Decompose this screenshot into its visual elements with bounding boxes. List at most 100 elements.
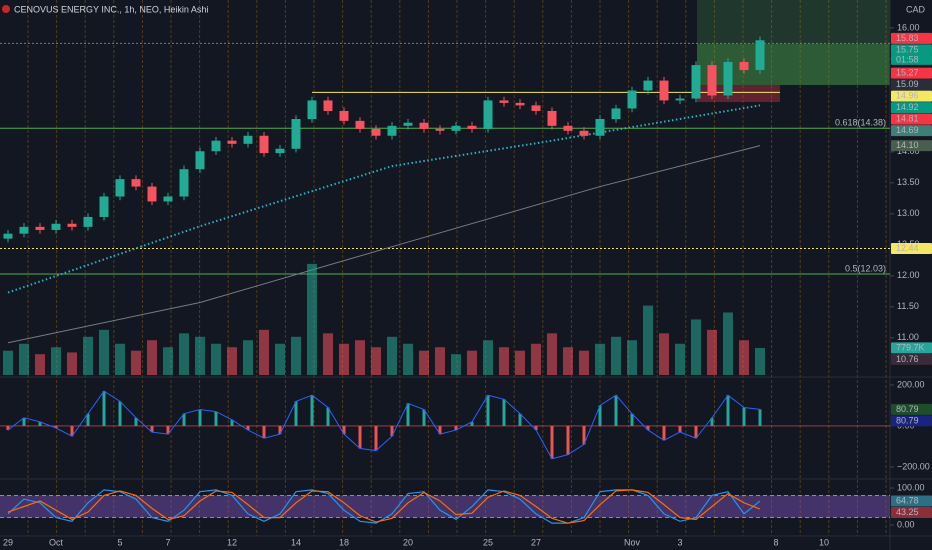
overbought-band xyxy=(0,495,890,518)
candle-body xyxy=(67,223,77,227)
histogram-bar xyxy=(278,425,282,435)
volume-bar xyxy=(3,350,13,375)
histogram-bar xyxy=(38,421,42,426)
currency: CAD xyxy=(906,4,926,14)
volume-bar xyxy=(483,340,493,375)
histogram-bar xyxy=(230,419,234,426)
candle-body xyxy=(643,80,653,91)
candle-body xyxy=(483,100,493,129)
histogram-bar xyxy=(342,425,346,435)
price-tag xyxy=(891,415,932,427)
histogram-bar xyxy=(662,425,666,441)
candle-body xyxy=(3,233,13,239)
volume-bar xyxy=(67,352,77,375)
price-tag xyxy=(891,102,932,114)
price-tag xyxy=(891,342,932,354)
price-tag xyxy=(891,44,932,56)
histogram-bar xyxy=(598,405,602,426)
histogram-bar xyxy=(406,403,410,426)
price-tag xyxy=(891,90,932,102)
candle-body xyxy=(323,100,333,111)
candle-body xyxy=(307,100,317,120)
price-tag-label: 14.69 xyxy=(896,125,919,135)
candle-body xyxy=(99,196,109,217)
volume-bar xyxy=(595,343,605,375)
candle-body xyxy=(675,98,685,101)
volume-bar xyxy=(195,336,205,375)
price-tag xyxy=(891,403,932,415)
histogram-bar xyxy=(166,425,170,435)
price-tag-label: 14.92 xyxy=(896,102,919,112)
volume-bar xyxy=(611,336,621,375)
volume-bar xyxy=(291,336,301,375)
volume-bar xyxy=(755,347,765,375)
volume-bar xyxy=(51,347,61,375)
candle-body xyxy=(387,125,397,136)
volume-bar xyxy=(163,347,173,375)
price-tag xyxy=(891,32,932,44)
countdown-tag xyxy=(891,54,932,65)
x-tick-label: 7 xyxy=(165,537,170,547)
candle-body xyxy=(83,216,93,227)
y-tick-label: 16.00 xyxy=(897,22,920,32)
volume-bar xyxy=(627,340,637,375)
y-tick-label: 100.00 xyxy=(897,482,925,492)
volume-bar xyxy=(339,343,349,375)
histogram-bar xyxy=(86,413,90,426)
histogram-bar xyxy=(118,401,122,426)
volume-bar xyxy=(307,263,317,375)
volume-bar xyxy=(547,333,557,375)
price-tag xyxy=(891,507,932,519)
candle-body xyxy=(755,40,765,71)
annotation: 0.618(14.38) xyxy=(835,118,886,128)
histogram-bar xyxy=(614,395,618,426)
volume-bar xyxy=(131,350,141,375)
candle-body xyxy=(451,125,461,131)
candle-body xyxy=(259,135,269,154)
histogram-bar xyxy=(502,399,506,426)
price-tag-label: 15.83 xyxy=(896,33,919,43)
candle-body xyxy=(275,148,285,154)
histogram-bar xyxy=(214,411,218,426)
price-tag-label: 12.44 xyxy=(896,243,919,253)
price-tag-label: 14.96 xyxy=(896,91,919,101)
x-tick-label: 8 xyxy=(773,537,778,547)
price-tag xyxy=(891,125,932,137)
histogram-bar xyxy=(454,425,458,431)
volume-bar xyxy=(179,333,189,375)
histogram-bar xyxy=(438,425,442,435)
volume-bar xyxy=(387,336,397,375)
price-tag-label: 14.10 xyxy=(896,140,919,150)
histogram-bar xyxy=(22,417,26,426)
histogram-bar xyxy=(134,417,138,426)
y-tick-label: 0.00 xyxy=(897,519,915,529)
histogram-bar xyxy=(710,417,714,426)
histogram-bar xyxy=(198,409,202,426)
volume-bar xyxy=(499,347,509,375)
x-tick-label: 18 xyxy=(339,537,349,547)
price-tag xyxy=(891,79,932,91)
price-tag-label: 15.75 xyxy=(896,44,919,54)
histogram-bar xyxy=(310,395,314,426)
candle-body xyxy=(499,100,509,103)
x-tick-label: 3 xyxy=(677,537,682,547)
price-tag-label: 80.79 xyxy=(896,404,919,414)
x-tick-label: 27 xyxy=(531,537,541,547)
candle-body xyxy=(211,140,221,152)
price-tag-label: 15.27 xyxy=(896,68,919,78)
histogram-bar xyxy=(518,413,522,426)
y-tick-label: 11.50 xyxy=(897,301,919,311)
candle-body xyxy=(611,108,621,120)
candle-body xyxy=(243,135,253,144)
candle-body xyxy=(691,65,701,99)
candle-body xyxy=(131,179,141,187)
candle-body xyxy=(515,102,525,106)
histogram-bar xyxy=(486,395,490,426)
volume-bar xyxy=(403,343,413,375)
chart-title: CENOVUS ENERGY INC., 1h, NEO, Heikin Ash… xyxy=(14,4,208,14)
volume-bar xyxy=(643,305,653,375)
volume-bar xyxy=(435,347,445,375)
price-tag xyxy=(891,140,932,152)
volume-bar xyxy=(691,319,701,375)
